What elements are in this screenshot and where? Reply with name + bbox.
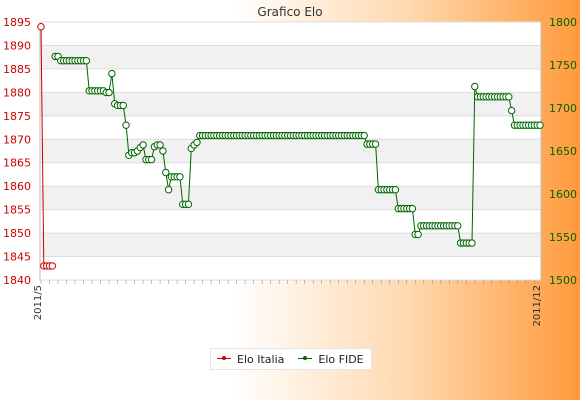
data-point-1 <box>414 230 422 239</box>
left-tick-label: 1875 <box>3 110 31 123</box>
data-point-1 <box>176 173 184 181</box>
data-point-1 <box>193 138 201 147</box>
grid-band <box>41 92 540 116</box>
grid-band <box>41 186 540 210</box>
data-point-1 <box>468 239 476 247</box>
data-point-0 <box>37 22 45 31</box>
data-point-1 <box>164 186 173 194</box>
data-point-1 <box>391 186 400 194</box>
right-tick-label: 1700 <box>549 102 577 115</box>
left-tick-label: 1865 <box>3 157 31 170</box>
left-tick-label: 1860 <box>3 180 31 193</box>
data-point-1 <box>147 155 156 164</box>
x-tick-label-first: 2011/5 <box>33 285 44 320</box>
data-point-1 <box>159 147 167 155</box>
chart-title: Grafico Elo <box>257 5 322 19</box>
right-tick-label: 1600 <box>549 188 577 201</box>
left-tick-label: 1850 <box>3 227 31 240</box>
grid-band <box>41 233 540 257</box>
chart-legend: Elo Italia Elo FIDE <box>210 348 372 370</box>
data-point-1 <box>139 141 147 149</box>
data-point-1 <box>119 101 127 110</box>
right-tick-label: 1800 <box>549 16 577 29</box>
data-point-1 <box>156 141 164 149</box>
data-point-1 <box>507 106 516 115</box>
data-point-0 <box>48 262 57 270</box>
data-point-1 <box>108 69 116 78</box>
left-tick-label: 1880 <box>3 86 31 99</box>
data-point-1 <box>162 168 170 177</box>
x-tick-label-last: 2011/12 <box>532 285 543 327</box>
left-tick-label: 1895 <box>3 16 31 29</box>
right-tick-label: 1500 <box>549 274 577 287</box>
right-tick-label: 1550 <box>549 231 577 244</box>
grid-band <box>41 45 540 69</box>
data-point-1 <box>408 204 417 213</box>
right-tick-label: 1650 <box>549 145 577 158</box>
grid-band <box>41 139 540 163</box>
data-point-1 <box>122 121 130 129</box>
left-tick-label: 1845 <box>3 251 31 264</box>
left-tick-label: 1855 <box>3 204 31 217</box>
left-tick-label: 1885 <box>3 63 31 76</box>
data-point-1 <box>505 93 513 101</box>
legend-swatch-green <box>298 354 313 364</box>
left-tick-label: 1890 <box>3 39 31 52</box>
data-point-1 <box>454 222 462 230</box>
legend-label-elo-fide: Elo FIDE <box>318 352 364 366</box>
left-tick-label: 1870 <box>3 133 31 146</box>
left-tick-label: 1840 <box>3 274 31 287</box>
legend-swatch-red <box>217 354 231 364</box>
data-point-1 <box>371 140 380 148</box>
legend-item-elo-fide: Elo FIDE <box>298 352 364 366</box>
right-tick-label: 1750 <box>549 59 577 72</box>
data-point-1 <box>471 82 479 91</box>
legend-label-elo-italia: Elo Italia <box>237 352 285 366</box>
data-point-1 <box>82 57 91 65</box>
data-point-1 <box>184 200 193 209</box>
data-point-1 <box>360 131 368 140</box>
data-point-1 <box>536 121 544 129</box>
legend-item-elo-italia: Elo Italia <box>217 353 284 366</box>
data-point-1 <box>105 88 113 97</box>
